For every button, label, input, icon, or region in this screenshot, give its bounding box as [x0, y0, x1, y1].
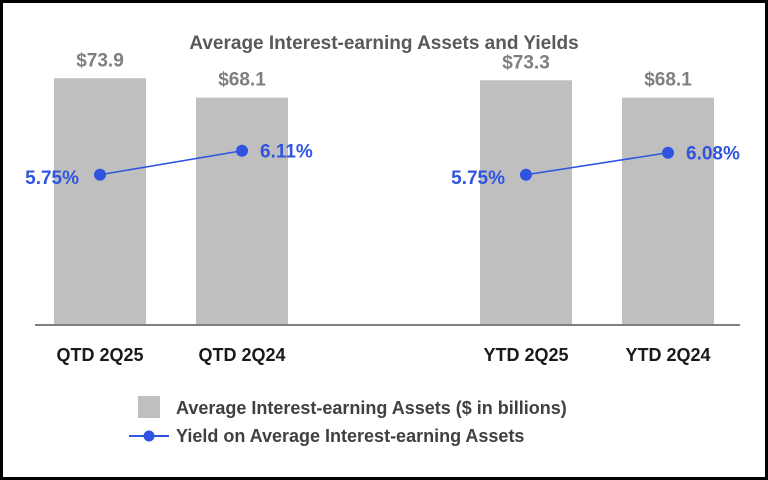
legend-label-bar: Average Interest-earning Assets ($ in bi… — [176, 398, 567, 418]
category-label-2: YTD 2Q25 — [483, 345, 568, 365]
yield-value-label-3: 6.08% — [686, 144, 740, 165]
category-label-1: QTD 2Q24 — [198, 345, 285, 365]
yield-value-label-2: 5.75% — [451, 168, 505, 189]
bars-layer — [54, 78, 714, 326]
category-label-0: QTD 2Q25 — [56, 345, 143, 365]
bar-value-label-1: $68.1 — [218, 70, 266, 91]
labels-layer: $73.9 QTD 2Q25 $68.1 QTD 2Q24 $73.3 YTD 2Q25 $… — [25, 50, 740, 365]
legend: Average Interest-earning Assets ($ in bi… — [129, 396, 567, 446]
yield-point-2 — [520, 168, 532, 181]
legend-swatch-marker — [143, 430, 155, 442]
chart-svg: Average Interest-earning Assets and Yiel… — [25, 33, 740, 446]
yield-value-label-1: 6.11% — [260, 142, 313, 163]
bar-value-label-3: $68.1 — [644, 70, 692, 91]
bar-0 — [54, 78, 146, 326]
yield-value-label-0: 5.75% — [25, 168, 79, 189]
legend-swatch-bar — [138, 396, 160, 418]
yield-point-3 — [662, 146, 674, 159]
bar-3 — [622, 97, 714, 325]
category-label-3: YTD 2Q24 — [625, 345, 710, 365]
bar-value-label-2: $73.3 — [502, 52, 550, 73]
legend-label-line: Yield on Average Interest-earning Assets — [176, 426, 524, 446]
yield-lines-layer — [94, 144, 674, 181]
yield-line-segment-0 — [99, 149, 243, 176]
yield-point-1 — [236, 144, 248, 157]
bar-1 — [196, 97, 288, 325]
chart-title: Average Interest-earning Assets and Yiel… — [189, 33, 578, 54]
bar-value-label-0: $73.9 — [76, 50, 124, 71]
yield-line-segment-1 — [525, 151, 669, 176]
yield-point-0 — [94, 168, 106, 181]
bar-2 — [480, 80, 572, 325]
